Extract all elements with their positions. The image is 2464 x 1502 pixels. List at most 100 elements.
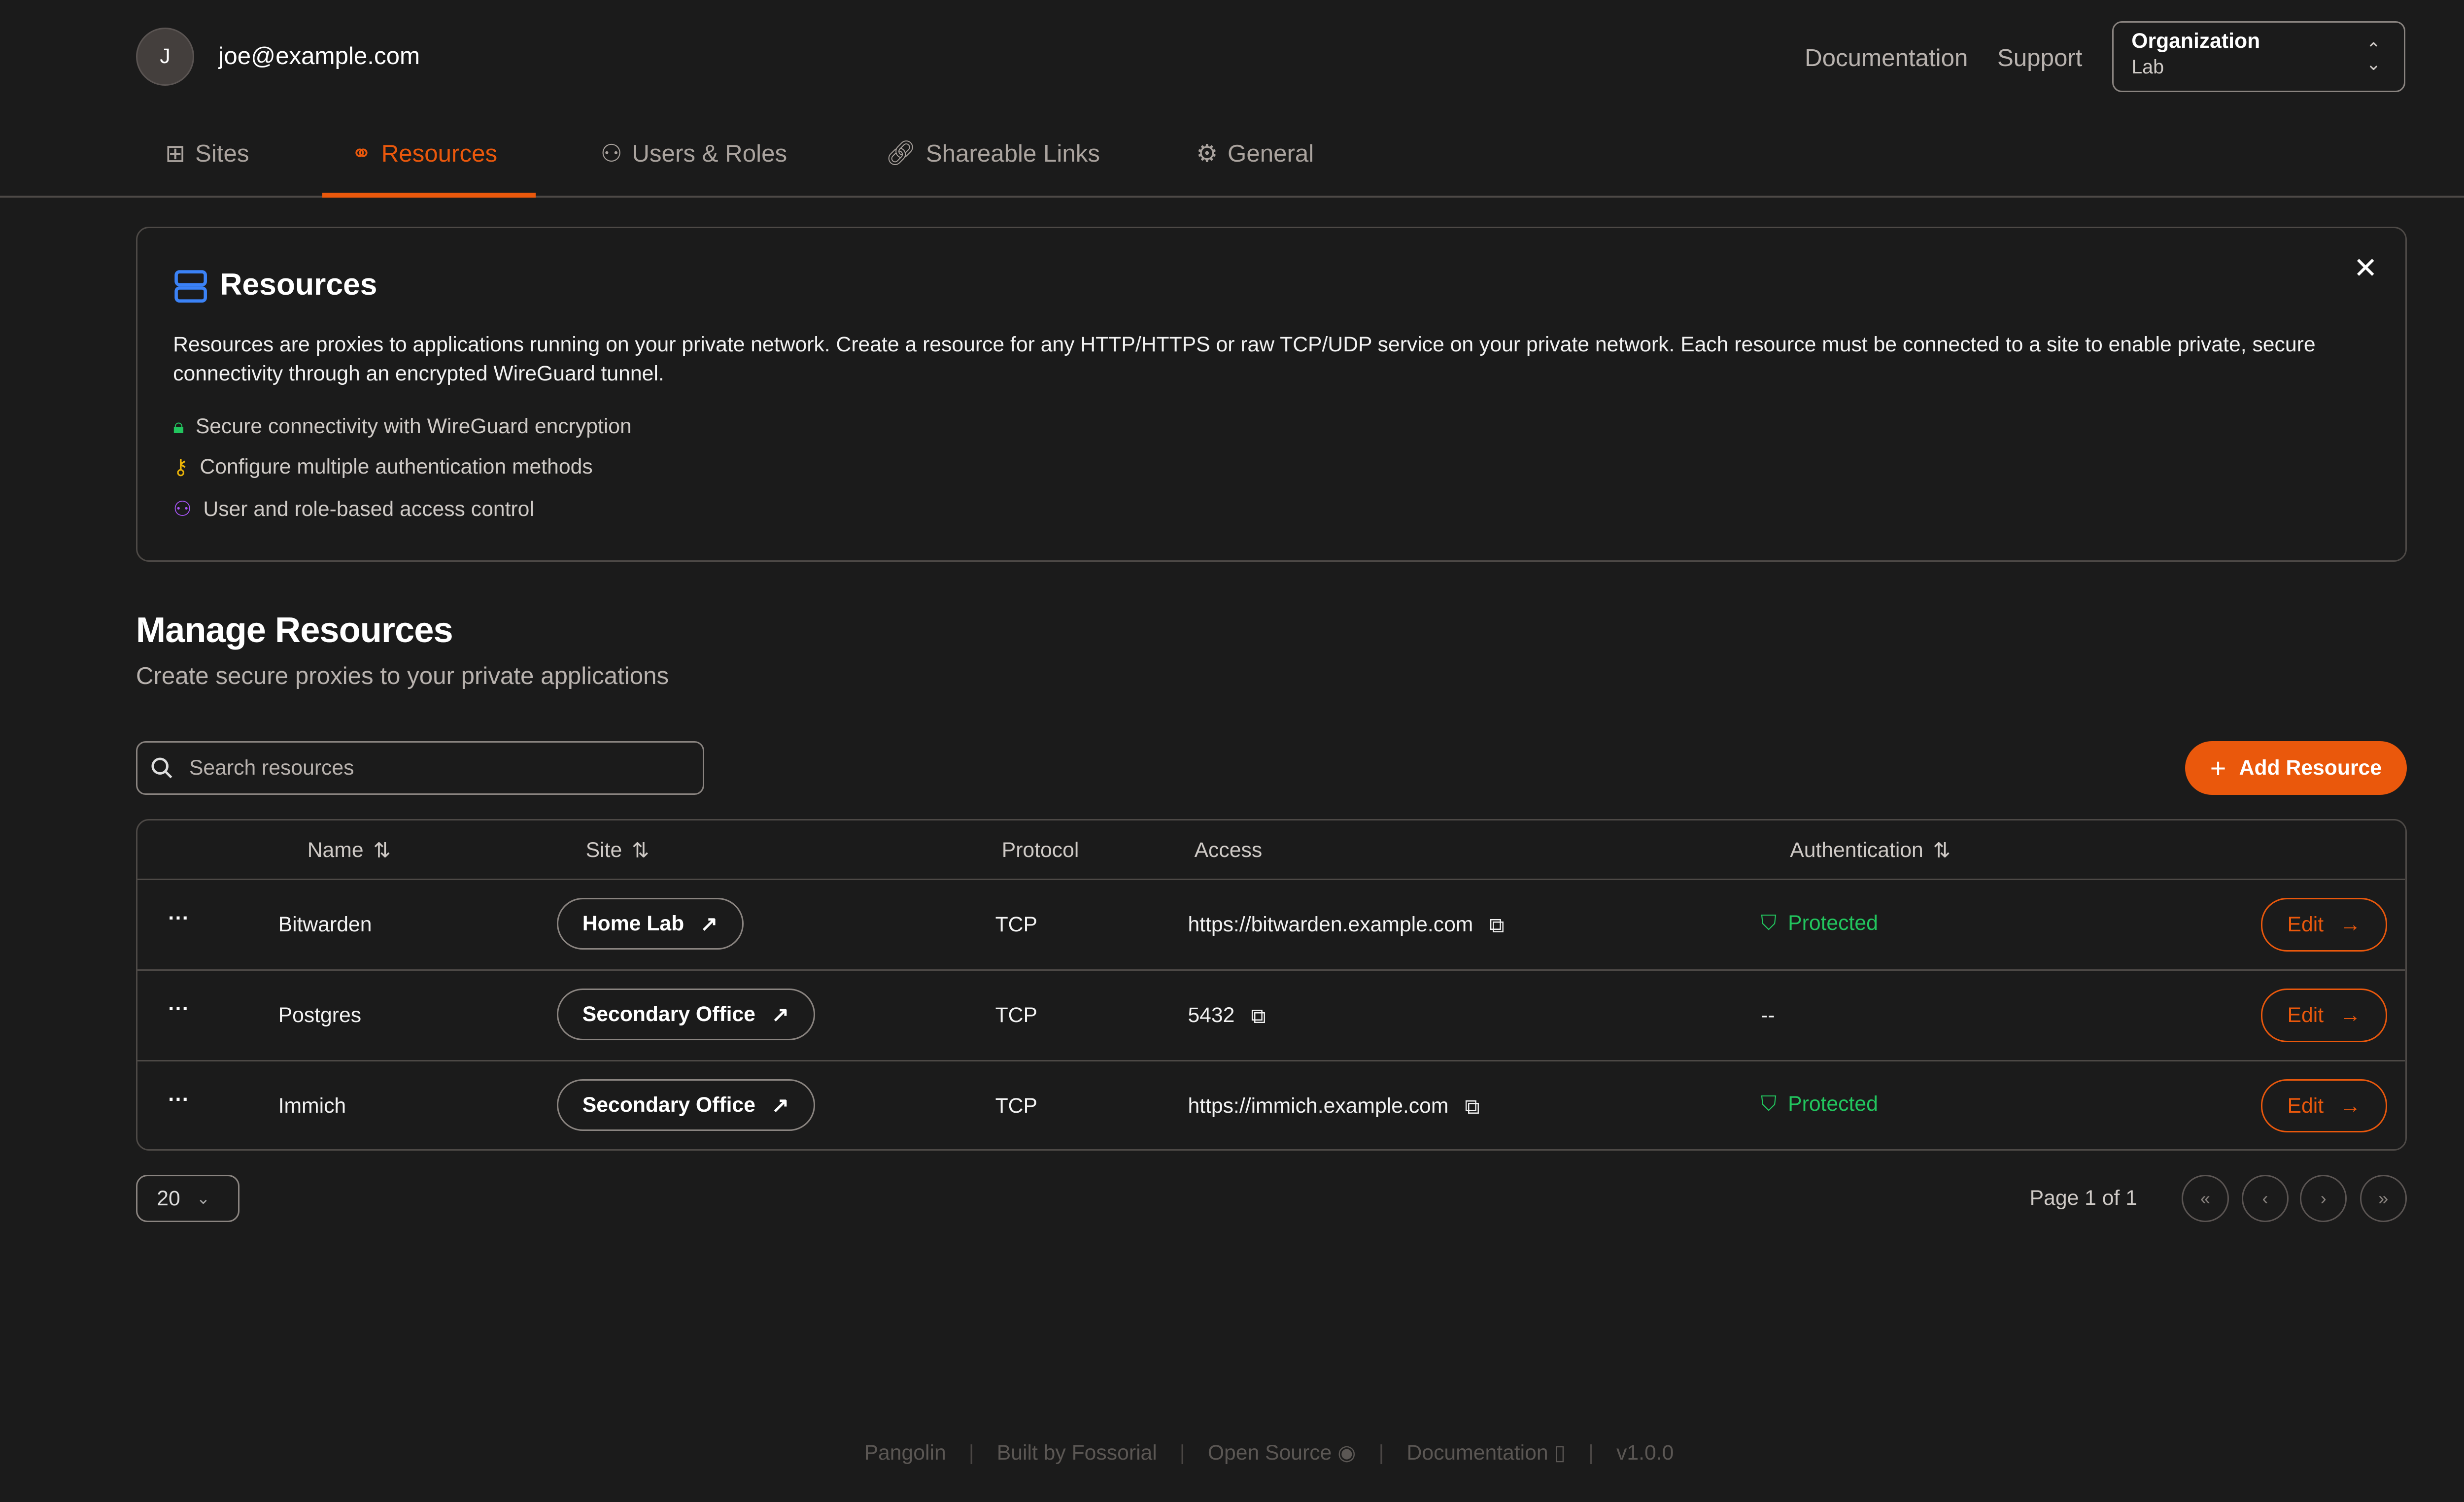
header-label: Access <box>1194 838 1263 862</box>
site-link-button[interactable]: Secondary Office ↗ <box>556 1079 815 1131</box>
auth-status: -- <box>1761 1003 1775 1027</box>
next-page-button[interactable]: › <box>2300 1175 2347 1222</box>
feature-item: 🔒︎ Secure connectivity with WireGuard enc… <box>173 414 632 439</box>
tab-label: Shareable Links <box>925 139 1100 167</box>
header-name[interactable]: Name ⇅ <box>308 838 391 863</box>
tab-general[interactable]: ⚙ General <box>1196 139 1314 168</box>
book-icon: ▯ <box>1554 1441 1566 1465</box>
edit-button[interactable]: Edit → <box>2261 898 2388 952</box>
feature-text: User and role-based access control <box>203 497 534 521</box>
page-subtitle: Create secure proxies to your private ap… <box>136 662 669 690</box>
site-label: Home Lab <box>582 912 684 936</box>
user-email: joe@example.com <box>218 42 420 70</box>
tab-label: Sites <box>195 139 249 167</box>
avatar[interactable]: J <box>136 27 195 86</box>
chevron-right-icon: › <box>2320 1188 2327 1209</box>
edit-button[interactable]: Edit → <box>2261 989 2388 1042</box>
chevrons-right-icon: » <box>2378 1188 2389 1209</box>
auth-text: Protected <box>1788 1092 1878 1116</box>
first-page-button[interactable]: « <box>2182 1175 2229 1222</box>
sort-icon: ⇅ <box>1933 839 1951 863</box>
link-icon: 🔗︎ <box>885 139 917 167</box>
sort-icon: ⇅ <box>373 839 391 863</box>
footer-open-source[interactable]: Open Source ◉ <box>1208 1440 1356 1465</box>
search-input[interactable] <box>186 754 678 782</box>
page-title: Manage Resources <box>136 611 453 650</box>
feature-text: Secure connectivity with WireGuard encry… <box>195 414 632 438</box>
info-title: Resources <box>220 267 377 302</box>
page-size-value: 20 <box>157 1186 180 1210</box>
copy-icon[interactable]: ⧉ <box>1465 1094 1480 1119</box>
footer-open-source-label: Open Source <box>1207 1441 1332 1465</box>
header-site[interactable]: Site ⇅ <box>586 838 650 863</box>
auth-status: ⛉ Protected <box>1761 911 1878 935</box>
organization-selector[interactable]: Organization Lab ⌃ ⌄ <box>2112 21 2405 93</box>
lock-icon: 🔒︎ <box>173 414 184 438</box>
gear-icon: ⚙ <box>1196 140 1218 168</box>
footer-documentation[interactable]: Documentation ▯ <box>1407 1440 1566 1465</box>
edit-label: Edit <box>2287 1003 2324 1027</box>
external-link-icon: ↗ <box>700 912 718 936</box>
site-label: Secondary Office <box>582 1093 755 1117</box>
more-actions-icon[interactable]: ··· <box>168 906 189 930</box>
users-icon: ⚇ <box>173 497 192 521</box>
header-label: Site <box>585 838 622 862</box>
tab-label: Users & Roles <box>632 139 787 167</box>
tab-users-roles[interactable]: ⚇ Users & Roles <box>601 139 787 168</box>
support-link[interactable]: Support <box>1997 44 2083 71</box>
arrow-right-icon: → <box>2339 1003 2361 1027</box>
edit-button[interactable]: Edit → <box>2261 1079 2388 1133</box>
resource-name: Postgres <box>278 1003 362 1027</box>
chevron-left-icon: ‹ <box>2262 1188 2268 1209</box>
chevron-down-icon: ⌄ <box>196 1189 210 1208</box>
tab-sites[interactable]: ⊞ Sites <box>165 139 249 168</box>
access-value: https://immich.example.com ⧉ <box>1188 1094 1479 1119</box>
active-tab-indicator <box>322 192 536 198</box>
page-size-select[interactable]: 20 ⌄ <box>136 1175 240 1222</box>
page-info: Page 1 of 1 <box>2029 1186 2137 1210</box>
protocol: TCP <box>995 1003 1037 1027</box>
chevrons-left-icon: « <box>2200 1188 2211 1209</box>
close-icon[interactable]: ✕ <box>2353 251 2378 284</box>
access-value: https://bitwarden.example.com ⧉ <box>1188 913 1504 938</box>
server-icon <box>174 270 207 303</box>
add-resource-button[interactable]: + Add Resource <box>2185 741 2407 795</box>
table-row: ··· Postgres Secondary Office ↗ TCP 5432 ⧉… <box>137 969 2405 1061</box>
last-page-button[interactable]: » <box>2360 1175 2407 1222</box>
more-actions-icon[interactable]: ··· <box>168 1087 189 1111</box>
resources-table: Name ⇅ Site ⇅ Protocol Access Authenticati… <box>136 819 2407 1151</box>
org-label: Organization <box>2131 29 2260 53</box>
more-actions-icon[interactable]: ··· <box>168 996 189 1021</box>
footer-brand: Pangolin <box>864 1440 946 1465</box>
table-row: ··· Bitwarden Home Lab ↗ TCP https://bitw… <box>137 879 2405 971</box>
github-icon: ◉ <box>1337 1441 1356 1465</box>
external-link-icon: ↗ <box>771 1093 789 1117</box>
search-field[interactable] <box>136 741 704 795</box>
tab-resources[interactable]: ⚭ Resources <box>351 139 497 168</box>
chevron-up-down-icon: ⌃ ⌄ <box>2366 39 2381 74</box>
resource-name: Immich <box>278 1093 346 1118</box>
site-link-button[interactable]: Home Lab ↗ <box>556 898 744 950</box>
footer-separator: | <box>1378 1440 1384 1465</box>
feature-item: ⚇ User and role-based access control <box>173 497 534 521</box>
resource-name: Bitwarden <box>278 912 372 936</box>
tab-label: General <box>1228 139 1314 167</box>
footer-version: v1.0.0 <box>1616 1440 1674 1465</box>
header-authentication[interactable]: Authentication ⇅ <box>1790 838 1951 863</box>
prev-page-button[interactable]: ‹ <box>2241 1175 2289 1222</box>
footer-documentation-label: Documentation <box>1406 1441 1548 1465</box>
header-protocol: Protocol <box>1002 838 1079 862</box>
header-label: Name <box>307 838 364 862</box>
site-link-button[interactable]: Secondary Office ↗ <box>556 989 815 1041</box>
copy-icon[interactable]: ⧉ <box>1251 1004 1266 1028</box>
copy-icon[interactable]: ⧉ <box>1489 914 1505 938</box>
table-row: ··· Immich Secondary Office ↗ TCP https:/… <box>137 1059 2405 1152</box>
tab-shareable-links[interactable]: 🔗︎ Shareable Links <box>886 139 1100 168</box>
header-label: Protocol <box>1001 838 1079 862</box>
info-panel: Resources ✕ Resources are proxies to app… <box>136 226 2407 562</box>
access-text: 5432 <box>1188 1003 1235 1027</box>
footer-built-by[interactable]: Built by Fossorial <box>996 1440 1157 1465</box>
documentation-link[interactable]: Documentation <box>1805 44 1968 71</box>
edit-label: Edit <box>2287 1093 2324 1118</box>
